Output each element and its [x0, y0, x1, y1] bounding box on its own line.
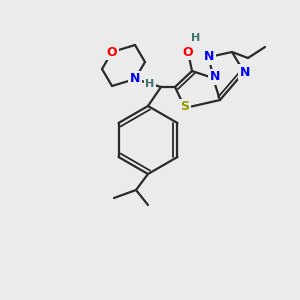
Text: H: H — [191, 33, 201, 43]
Text: O: O — [183, 46, 193, 59]
Text: N: N — [240, 65, 250, 79]
Text: N: N — [204, 50, 214, 64]
Text: S: S — [181, 100, 190, 113]
Text: O: O — [107, 46, 117, 59]
Text: H: H — [146, 79, 154, 89]
Text: N: N — [130, 73, 140, 85]
Text: N: N — [210, 70, 220, 83]
